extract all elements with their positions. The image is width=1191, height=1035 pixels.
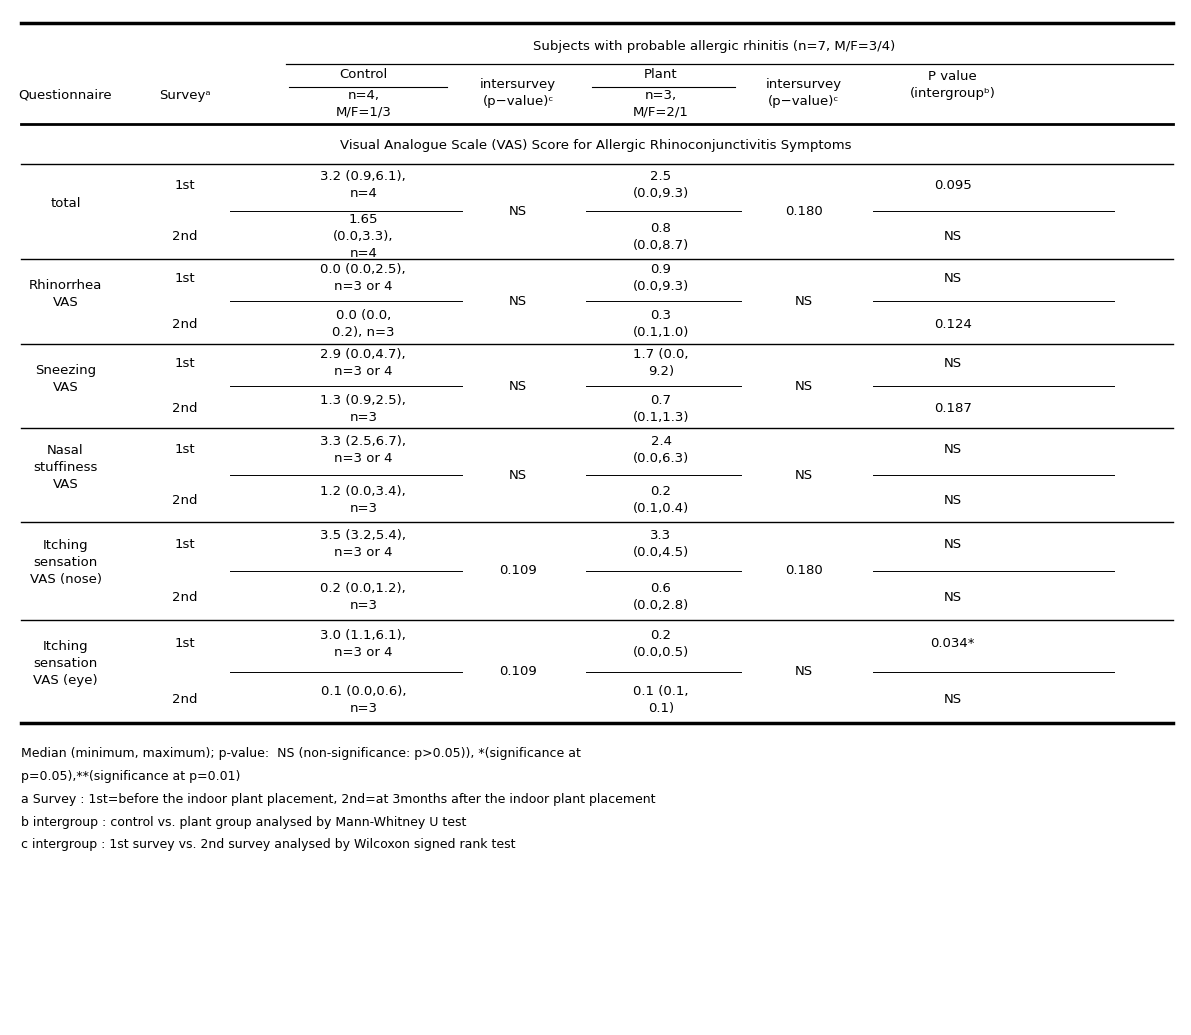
- Text: Visual Analogue Scale (VAS) Score for Allergic Rhinoconjunctivitis Symptoms: Visual Analogue Scale (VAS) Score for Al…: [339, 140, 852, 152]
- Text: M/F=2/1: M/F=2/1: [634, 106, 688, 118]
- Text: c intergroup : 1st survey vs. 2nd survey analysed by Wilcoxon signed rank test: c intergroup : 1st survey vs. 2nd survey…: [21, 838, 516, 852]
- Text: Plant: Plant: [644, 68, 678, 81]
- Text: 0.034*: 0.034*: [930, 638, 975, 650]
- Text: NS: NS: [943, 231, 962, 243]
- Text: 0.7
(0.1,1.3): 0.7 (0.1,1.3): [632, 394, 690, 424]
- Text: 1.3 (0.9,2.5),
n=3: 1.3 (0.9,2.5), n=3: [320, 394, 406, 424]
- Text: 3.2 (0.9,6.1),
n=4: 3.2 (0.9,6.1), n=4: [320, 171, 406, 201]
- Text: 0.109: 0.109: [499, 564, 537, 578]
- Text: 2nd: 2nd: [172, 494, 198, 507]
- Text: NS: NS: [943, 538, 962, 551]
- Text: Questionnaire: Questionnaire: [19, 89, 112, 101]
- Text: Control: Control: [339, 68, 387, 81]
- Text: NS: NS: [794, 469, 813, 481]
- Text: 1st: 1st: [174, 443, 195, 456]
- Text: b intergroup : control vs. plant group analysed by Mann-Whitney U test: b intergroup : control vs. plant group a…: [21, 816, 467, 829]
- Text: 1.2 (0.0,3.4),
n=3: 1.2 (0.0,3.4), n=3: [320, 485, 406, 515]
- Text: M/F=1/3: M/F=1/3: [336, 106, 391, 118]
- Text: NS: NS: [509, 295, 528, 307]
- Text: Rhinorrhea
VAS: Rhinorrhea VAS: [29, 279, 102, 309]
- Text: 0.095: 0.095: [934, 179, 972, 191]
- Text: 2nd: 2nd: [172, 231, 198, 243]
- Text: Itching
sensation
VAS (eye): Itching sensation VAS (eye): [33, 640, 98, 687]
- Text: 1st: 1st: [174, 272, 195, 285]
- Text: 3.5 (3.2,5.4),
n=3 or 4: 3.5 (3.2,5.4), n=3 or 4: [320, 529, 406, 559]
- Text: 3.0 (1.1,6.1),
n=3 or 4: 3.0 (1.1,6.1), n=3 or 4: [320, 629, 406, 658]
- Text: 2nd: 2nd: [172, 591, 198, 603]
- Text: 0.8
(0.0,8.7): 0.8 (0.0,8.7): [632, 221, 690, 252]
- Text: 1st: 1st: [174, 179, 195, 191]
- Text: NS: NS: [943, 693, 962, 706]
- Text: NS: NS: [794, 380, 813, 392]
- Text: NS: NS: [943, 272, 962, 285]
- Text: 0.3
(0.1,1.0): 0.3 (0.1,1.0): [632, 309, 690, 339]
- Text: 0.180: 0.180: [785, 205, 823, 217]
- Text: Nasal
stuffiness
VAS: Nasal stuffiness VAS: [33, 444, 98, 492]
- Text: Surveyᵃ: Surveyᵃ: [158, 89, 211, 101]
- Text: 2nd: 2nd: [172, 318, 198, 330]
- Text: 2nd: 2nd: [172, 693, 198, 706]
- Text: 0.187: 0.187: [934, 403, 972, 415]
- Text: 1st: 1st: [174, 357, 195, 369]
- Text: 0.180: 0.180: [785, 564, 823, 578]
- Text: NS: NS: [509, 205, 528, 217]
- Text: a Survey : 1st=before the indoor plant placement, 2nd=at 3months after the indoo: a Survey : 1st=before the indoor plant p…: [21, 793, 656, 806]
- Text: NS: NS: [509, 380, 528, 392]
- Text: 0.0 (0.0,
0.2), n=3: 0.0 (0.0, 0.2), n=3: [332, 309, 394, 339]
- Text: n=4,: n=4,: [348, 89, 379, 101]
- Text: NS: NS: [794, 295, 813, 307]
- Text: 0.2
(0.0,0.5): 0.2 (0.0,0.5): [632, 629, 690, 658]
- Text: NS: NS: [794, 666, 813, 678]
- Text: n=3,: n=3,: [646, 89, 676, 101]
- Text: 2nd: 2nd: [172, 403, 198, 415]
- Text: 3.3
(0.0,4.5): 3.3 (0.0,4.5): [632, 529, 690, 559]
- Text: NS: NS: [943, 494, 962, 507]
- Text: 0.1 (0.0,0.6),
n=3: 0.1 (0.0,0.6), n=3: [320, 685, 406, 714]
- Text: 0.9
(0.0,9.3): 0.9 (0.0,9.3): [632, 263, 690, 293]
- Text: NS: NS: [509, 469, 528, 481]
- Text: 1st: 1st: [174, 638, 195, 650]
- Text: 0.0 (0.0,2.5),
n=3 or 4: 0.0 (0.0,2.5), n=3 or 4: [320, 263, 406, 293]
- Text: Sneezing
VAS: Sneezing VAS: [35, 364, 96, 394]
- Text: NS: NS: [943, 443, 962, 456]
- Text: intersurvey
(p−value)ᶜ: intersurvey (p−value)ᶜ: [766, 79, 842, 108]
- Text: Itching
sensation
VAS (nose): Itching sensation VAS (nose): [30, 539, 101, 587]
- Text: total: total: [50, 197, 81, 210]
- Text: 0.2
(0.1,0.4): 0.2 (0.1,0.4): [632, 485, 690, 515]
- Text: 3.3 (2.5,6.7),
n=3 or 4: 3.3 (2.5,6.7), n=3 or 4: [320, 435, 406, 465]
- Text: P value
(intergroupᵇ): P value (intergroupᵇ): [910, 70, 996, 99]
- Text: intersurvey
(p−value)ᶜ: intersurvey (p−value)ᶜ: [480, 79, 556, 108]
- Text: p=0.05),**(significance at p=0.01): p=0.05),**(significance at p=0.01): [21, 770, 241, 783]
- Text: 1st: 1st: [174, 538, 195, 551]
- Text: NS: NS: [943, 591, 962, 603]
- Text: 2.4
(0.0,6.3): 2.4 (0.0,6.3): [632, 435, 690, 465]
- Text: 0.124: 0.124: [934, 318, 972, 330]
- Text: 2.9 (0.0,4.7),
n=3 or 4: 2.9 (0.0,4.7), n=3 or 4: [320, 348, 406, 378]
- Text: NS: NS: [943, 357, 962, 369]
- Text: 2.5
(0.0,9.3): 2.5 (0.0,9.3): [632, 171, 690, 201]
- Text: 1.65
(0.0,3.3),
n=4: 1.65 (0.0,3.3), n=4: [333, 213, 393, 261]
- Text: 0.6
(0.0,2.8): 0.6 (0.0,2.8): [632, 583, 690, 613]
- Text: 0.109: 0.109: [499, 666, 537, 678]
- Text: Median (minimum, maximum); p-value:  NS (non-significance: p>0.05)), *(significa: Median (minimum, maximum); p-value: NS (…: [21, 747, 581, 761]
- Text: 0.1 (0.1,
0.1): 0.1 (0.1, 0.1): [634, 685, 688, 714]
- Text: 0.2 (0.0,1.2),
n=3: 0.2 (0.0,1.2), n=3: [320, 583, 406, 613]
- Text: 1.7 (0.0,
9.2): 1.7 (0.0, 9.2): [634, 348, 688, 378]
- Text: Subjects with probable allergic rhinitis (n=7, M/F=3/4): Subjects with probable allergic rhinitis…: [534, 40, 896, 53]
